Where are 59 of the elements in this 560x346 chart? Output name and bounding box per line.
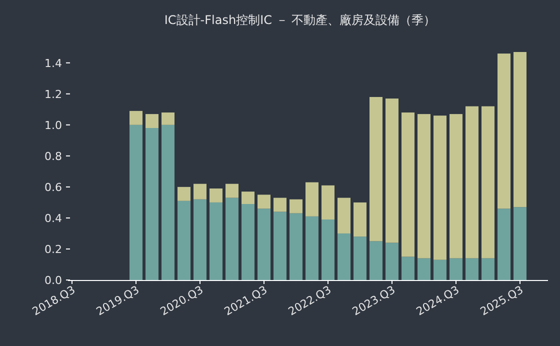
- bar: [450, 258, 462, 280]
- bar: [242, 204, 254, 280]
- bar: [370, 241, 382, 280]
- bar: [290, 199, 302, 214]
- bar: [130, 110, 142, 125]
- bar: [226, 184, 238, 198]
- bar: [306, 182, 318, 216]
- bar: [130, 124, 142, 280]
- bar: [162, 112, 174, 125]
- bar: [354, 236, 366, 280]
- bar: [402, 256, 414, 280]
- bar: [466, 106, 478, 258]
- bar: [354, 202, 366, 237]
- bar: [418, 258, 430, 280]
- bar: [226, 198, 238, 280]
- bar: [386, 242, 398, 280]
- bar: [258, 208, 270, 280]
- y-tick-label: 1.4: [44, 56, 62, 70]
- bar: [274, 212, 286, 280]
- bar: [306, 216, 318, 280]
- y-tick-label: 0.8: [44, 150, 62, 163]
- bar: [146, 114, 158, 128]
- bar: [450, 114, 462, 258]
- bar: [338, 198, 350, 234]
- bar: [482, 106, 494, 258]
- bar: [322, 220, 334, 280]
- bar: [466, 258, 478, 280]
- bar: [162, 124, 174, 280]
- bar: [402, 112, 414, 257]
- bar: [418, 114, 430, 258]
- bar: [498, 54, 510, 209]
- bar: [146, 128, 158, 280]
- chart-title: IC設計-Flash控制IC － 不動產、廠房及設備（季）: [164, 13, 436, 27]
- bar: [514, 52, 526, 208]
- y-tick-label: 0.0: [44, 274, 62, 287]
- y-tick-label: 0.4: [44, 212, 62, 225]
- y-tick-label: 0.6: [44, 180, 62, 194]
- bar: [178, 186, 190, 201]
- bar: [258, 194, 270, 209]
- bar: [194, 184, 206, 200]
- bar: [338, 233, 350, 280]
- y-tick-label: 0.2: [44, 242, 62, 256]
- bar: [370, 96, 382, 242]
- bar: [194, 199, 206, 280]
- y-tick-label: 1.0: [44, 118, 62, 132]
- bar: [434, 116, 446, 260]
- bar: [274, 198, 286, 212]
- bar: [178, 200, 190, 280]
- bar: [498, 208, 510, 280]
- y-tick-label: 1.2: [44, 88, 62, 101]
- bar: [242, 192, 254, 204]
- bar: [386, 98, 398, 243]
- bar: [514, 207, 526, 280]
- bar: [210, 188, 222, 202]
- bar: [290, 213, 302, 280]
- bar: [434, 260, 446, 280]
- bar: [322, 185, 334, 220]
- bar: [210, 202, 222, 280]
- bar: [482, 258, 494, 280]
